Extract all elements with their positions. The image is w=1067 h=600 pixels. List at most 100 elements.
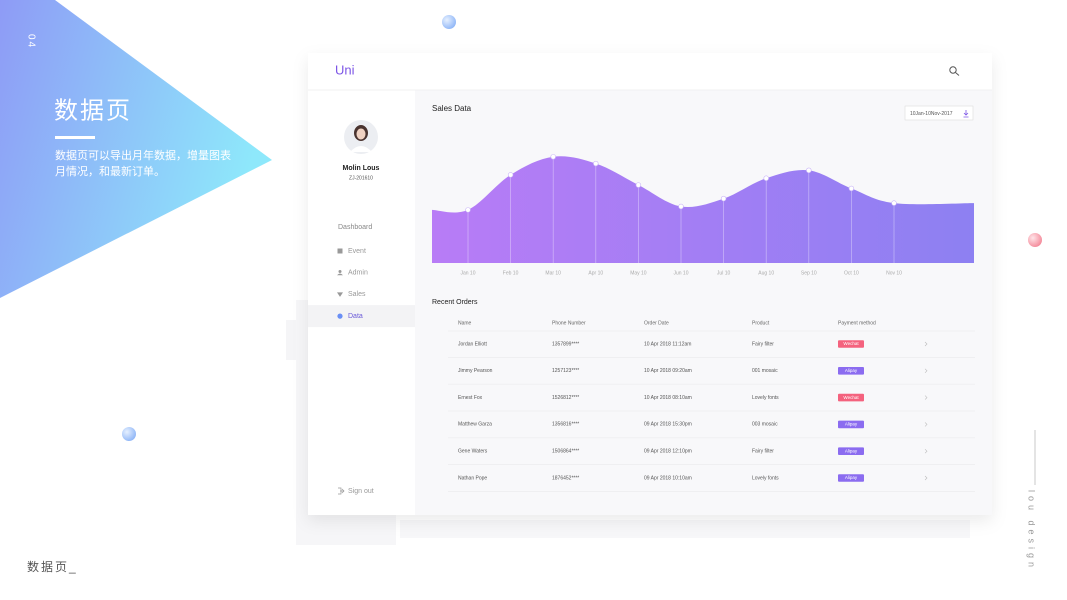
cell: Lovely fonts: [752, 475, 779, 481]
decor-ball: [442, 15, 456, 29]
slide-footer: 数据页_: [27, 559, 78, 574]
payment-method: Alipay: [845, 422, 858, 427]
date-range-box[interactable]: [904, 105, 974, 121]
decor-ball: [1028, 233, 1042, 247]
point: [635, 182, 642, 188]
slide-number: 04: [25, 34, 36, 49]
point: [848, 185, 855, 192]
chart: Jan 10 Feb 10 Mar 10 Apr 10 May 10 Jun 10 Jul …: [432, 154, 974, 276]
column-header: Order Date: [644, 320, 669, 326]
cell: 003 mosaic: [752, 422, 778, 428]
row-chevron[interactable]: [924, 395, 928, 400]
x-tick-label: Aug 10: [758, 270, 774, 276]
cell: 10 Apr 2018 09:20am: [644, 368, 692, 374]
row-chevron[interactable]: [924, 422, 928, 427]
cell: 1526812****: [552, 395, 579, 401]
cell: 09 Apr 2018 12:10pm: [644, 449, 692, 455]
slide-description: 月情况，和最新订单。: [55, 164, 165, 178]
cell: 1506864****: [552, 449, 579, 455]
chart-title: Sales Data: [432, 104, 472, 113]
nav-active-bg: [308, 305, 415, 328]
column-header: Product: [752, 320, 770, 326]
row-chevron[interactable]: [924, 448, 928, 454]
x-tick-label: Jun 10: [673, 270, 688, 276]
cell: 09 Apr 2018 15:30pm: [644, 422, 692, 428]
cell: 10 Apr 2018 08:10am: [644, 395, 692, 401]
cell: 1357899****: [552, 341, 579, 347]
nav-icon: [338, 270, 342, 273]
orders-table: Name Phone Number Order Date Product Payment…: [448, 320, 975, 492]
user-id: ZJ-201610: [349, 175, 373, 181]
decor-ball: [122, 427, 136, 441]
nav-icon: [337, 313, 343, 319]
column-header: Payment method: [838, 320, 876, 326]
payment-method: Wechat: [843, 395, 859, 400]
cell: 09 Apr 2018 10:10am: [644, 475, 692, 481]
main-area: [415, 90, 992, 515]
area: [432, 156, 974, 263]
download-icon[interactable]: [963, 110, 969, 118]
sign-out-icon: [338, 487, 345, 495]
slide-description: 数据页可以导出月年数据，增量图表: [55, 148, 231, 162]
cell: 1876452****: [552, 475, 579, 481]
point: [678, 203, 684, 210]
nav-icon: [337, 248, 343, 254]
payment-method: Alipay: [845, 475, 858, 480]
payment-badge: [838, 420, 864, 429]
cell: Lovely fonts: [752, 395, 779, 401]
payment-badge: [838, 447, 864, 455]
search-icon[interactable]: [949, 66, 960, 76]
cell: Ernest Fox: [458, 395, 483, 401]
date-range: 10Jan-10Nov-2017: [910, 111, 953, 117]
point: [806, 167, 812, 174]
x-tick-label: Apr 10: [588, 270, 603, 276]
column-header: Name: [458, 320, 472, 326]
point: [720, 195, 727, 202]
x-tick-label: Sep 10: [801, 270, 817, 276]
x-tick-label: Nov 10: [886, 270, 902, 276]
payment-method: Alipay: [845, 368, 858, 373]
decor-shadow: [400, 520, 970, 538]
cell: Nathan Pope: [458, 475, 487, 481]
x-tick-label: May 10: [630, 270, 647, 276]
nav-icon: [337, 292, 343, 297]
cell: Jordan Elliott: [458, 341, 488, 347]
cell: 1356816****: [552, 422, 579, 428]
row-chevron[interactable]: [924, 475, 928, 481]
cell: 1257123****: [552, 368, 579, 374]
nav-item[interactable]: Sales: [348, 291, 366, 298]
point: [891, 200, 897, 206]
point: [507, 172, 514, 178]
user-name: Molin Lous: [343, 165, 380, 172]
decor-triangle: [0, 0, 272, 298]
orders-title: Recent Orders: [432, 299, 478, 306]
payment-badge: [838, 474, 864, 482]
x-tick-label: Mar 10: [545, 270, 561, 276]
nav-item[interactable]: Data: [348, 313, 363, 320]
row-chevron[interactable]: [924, 341, 928, 347]
nav-icon: [337, 273, 343, 276]
point: [465, 207, 471, 213]
row-chevron[interactable]: [924, 368, 928, 374]
x-tick-label: Oct 10: [844, 270, 859, 276]
sign-out[interactable]: Sign out: [348, 488, 374, 495]
cell: 10 Apr 2018 11:12am: [644, 341, 691, 347]
nav-section: Dashboard: [338, 224, 372, 231]
cell: Gene Waters: [458, 449, 488, 455]
point: [763, 175, 769, 181]
nav-item[interactable]: Event: [348, 248, 366, 255]
cell: Fairy filter: [752, 341, 774, 347]
payment-badge: [838, 367, 864, 375]
payment-method: Wechat: [843, 341, 859, 346]
title-bar: [55, 136, 95, 139]
cell: Matthew Garza: [458, 422, 492, 428]
x-tick-label: Feb 10: [503, 270, 519, 276]
side-text: lou design: [1027, 490, 1037, 571]
cell: Jimmy Pearson: [458, 368, 493, 374]
payment-method: Alipay: [845, 448, 858, 453]
x-tick-label: Jul 10: [717, 270, 731, 276]
cell: 001 mosaic: [752, 368, 778, 374]
nav-item[interactable]: Admin: [348, 270, 368, 277]
avatar: [344, 120, 378, 154]
